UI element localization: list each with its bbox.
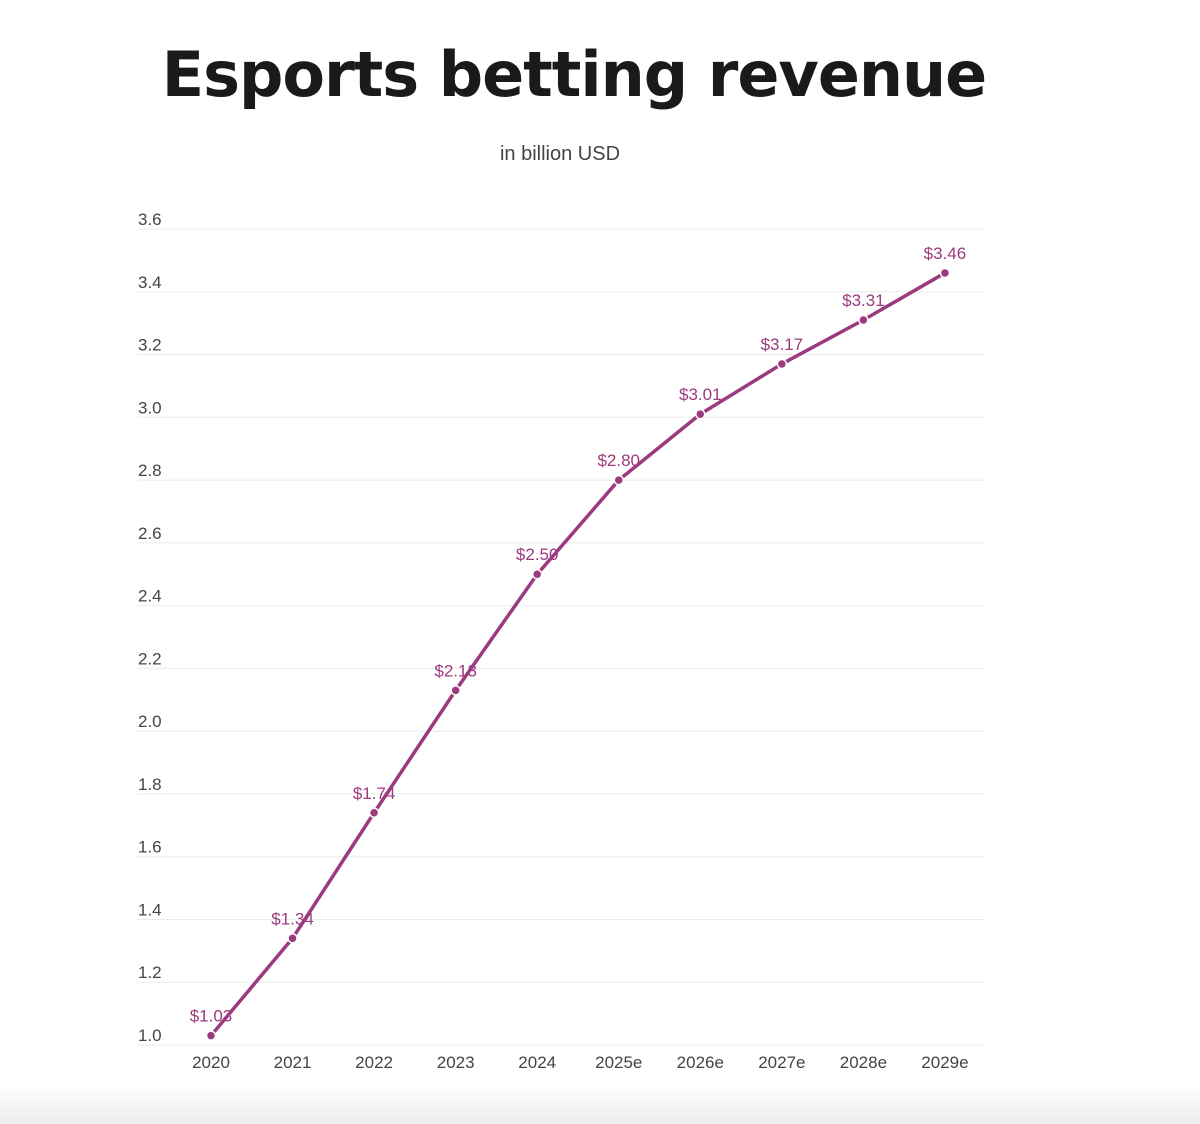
y-tick-label: 3.2 <box>138 336 162 355</box>
data-label: $3.01 <box>679 385 722 404</box>
x-tick-label: 2022 <box>355 1053 393 1072</box>
y-tick-label: 2.8 <box>138 461 162 480</box>
chart-subtitle: in billion USD <box>499 143 621 165</box>
data-label: $3.46 <box>924 244 967 263</box>
data-label: $1.74 <box>353 784 396 803</box>
data-label: $2.13 <box>434 661 477 680</box>
x-tick-label: 2028e <box>840 1053 887 1072</box>
y-tick-label: 1.8 <box>138 775 162 794</box>
data-point <box>368 807 380 819</box>
data-label: $3.17 <box>761 335 804 354</box>
x-tick-label: 2027e <box>758 1053 805 1072</box>
x-tick-label: 2020 <box>192 1053 230 1072</box>
x-tick-label: 2026e <box>677 1053 724 1072</box>
data-point <box>858 314 869 326</box>
x-tick-label: 2023 <box>437 1053 475 1072</box>
x-tick-label: 2029e <box>921 1053 968 1072</box>
chart-title: Esports betting revenue <box>161 38 987 111</box>
y-tick-label: 3.4 <box>138 273 162 292</box>
y-tick-label: 3.0 <box>138 398 162 417</box>
y-tick-label: 1.6 <box>138 838 162 857</box>
x-tick-label: 2025e <box>595 1053 642 1072</box>
data-point <box>695 408 706 420</box>
y-tick-label: 2.0 <box>138 712 162 731</box>
x-tick-label: 2024 <box>518 1053 556 1072</box>
bottom-fade <box>0 1084 1200 1124</box>
data-label: $1.34 <box>271 909 314 928</box>
data-point <box>531 568 543 580</box>
series-line <box>209 271 946 1037</box>
data-label: $3.31 <box>842 291 885 310</box>
data-point <box>776 358 788 370</box>
y-tick-label: 2.6 <box>138 524 162 543</box>
y-tick-label: 1.0 <box>138 1026 162 1045</box>
y-tick-label: 2.2 <box>138 649 162 668</box>
data-point <box>939 267 951 279</box>
data-label: $2.80 <box>597 451 640 470</box>
data-point <box>205 1030 217 1041</box>
data-point <box>613 474 624 486</box>
y-tick-label: 2.4 <box>138 587 162 606</box>
y-tick-label: 3.6 <box>138 210 162 229</box>
data-label: $1.03 <box>190 1007 233 1026</box>
y-tick-label: 1.2 <box>138 963 162 982</box>
x-tick-label: 2021 <box>274 1053 312 1072</box>
data-point <box>450 685 461 696</box>
data-point <box>287 933 298 944</box>
data-label: $2.50 <box>516 545 559 564</box>
y-tick-label: 1.4 <box>138 900 162 919</box>
